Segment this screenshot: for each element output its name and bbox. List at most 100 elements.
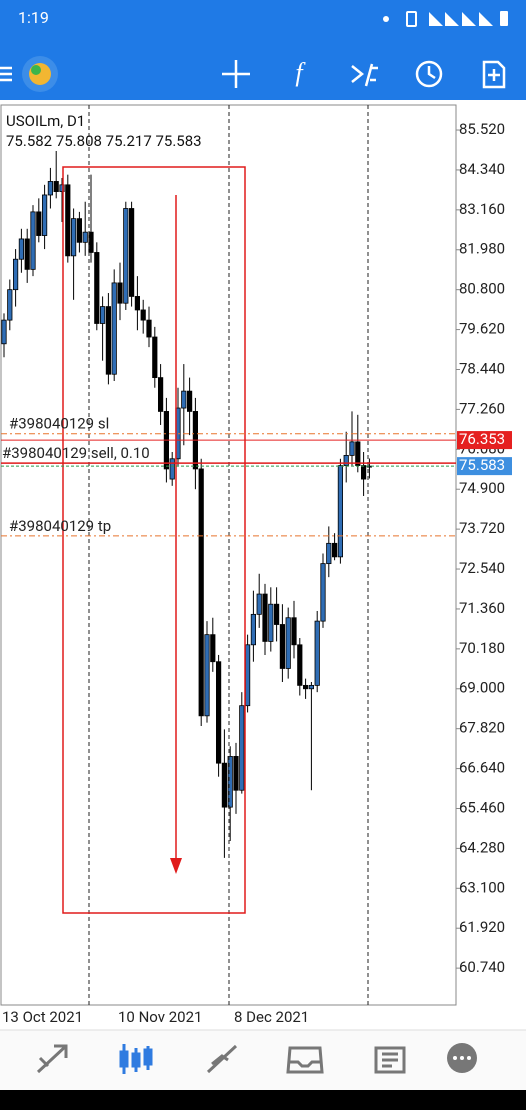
- candle-body: [355, 441, 361, 466]
- candle-body: [256, 593, 262, 615]
- candle-body: [157, 377, 164, 412]
- y-tick-label: 61.920: [459, 918, 505, 936]
- candle-body: [320, 563, 326, 622]
- candle-body: [128, 208, 135, 297]
- candle-body: [314, 620, 320, 686]
- candle-body: [47, 181, 54, 196]
- trade-level-label: #398040129 sl: [9, 415, 109, 433]
- crosshair-button[interactable]: [222, 60, 250, 88]
- candle-body: [337, 465, 344, 558]
- candle-body: [12, 258, 19, 291]
- candle-body: [273, 603, 280, 625]
- candle-body: [227, 756, 233, 808]
- nav-history[interactable]: [286, 1046, 324, 1074]
- candle-body: [186, 390, 193, 412]
- y-tick-label: 66.640: [459, 759, 505, 777]
- y-tick-label: 85.520: [459, 120, 505, 138]
- chart-title: USOILm, D1: [6, 112, 85, 130]
- period-separators: [88, 105, 369, 1005]
- y-tick-label: 60.740: [459, 958, 505, 976]
- objects-button[interactable]: [351, 63, 378, 87]
- candle-body: [1, 319, 7, 345]
- candle-body: [210, 634, 216, 663]
- timeframe-button[interactable]: [415, 60, 443, 88]
- nav-messages[interactable]: [447, 1043, 477, 1073]
- candle-body: [88, 231, 94, 253]
- candle-body: [134, 296, 140, 311]
- candle-body: [152, 336, 158, 379]
- new-order-button[interactable]: [482, 60, 506, 89]
- candle-body: [349, 441, 355, 456]
- x-tick-label: 10 Nov 2021: [118, 1008, 202, 1026]
- candle-body: [94, 252, 100, 324]
- y-tick-label: 83.160: [459, 200, 505, 218]
- candle-body: [59, 184, 65, 192]
- candle-body: [111, 282, 117, 375]
- candle-body: [7, 289, 13, 321]
- candle-body: [326, 542, 332, 565]
- price-tag-label: 75.583: [459, 456, 505, 474]
- trade-level-label: #398040129 tp: [9, 517, 111, 535]
- status-time: 1:19: [18, 8, 49, 27]
- price-tag: [457, 457, 512, 476]
- y-tick-label: 69.000: [459, 679, 505, 697]
- candle-body: [239, 705, 245, 791]
- indicators-button[interactable]: f: [295, 58, 306, 87]
- candle-body: [140, 309, 146, 321]
- candle-body: [100, 306, 106, 324]
- y-tick-label: 79.620: [459, 320, 505, 338]
- y-tick-label: 77.260: [459, 399, 505, 417]
- candle-body: [268, 603, 274, 642]
- y-tick-label: 78.440: [459, 359, 505, 377]
- candle-body: [42, 194, 48, 236]
- candle-body: [262, 593, 268, 642]
- candle-body: [221, 762, 227, 808]
- nav-news[interactable]: [374, 1046, 406, 1074]
- y-tick-label: 71.360: [459, 599, 505, 617]
- menu-button[interactable]: [0, 56, 58, 92]
- candle-body: [250, 613, 256, 646]
- candle-body: [82, 231, 88, 243]
- y-tick-label: 74.900: [459, 479, 505, 497]
- candle-body: [117, 282, 123, 304]
- system-bar: [0, 1090, 526, 1110]
- candle-body: [331, 542, 338, 558]
- price-tag: [457, 431, 512, 450]
- candle-body: [285, 617, 291, 669]
- candle-body: [244, 644, 251, 707]
- arrow-head: [170, 858, 182, 874]
- y-tick-label: 65.460: [459, 798, 505, 816]
- candle-body: [343, 454, 349, 466]
- candle-body: [71, 218, 77, 257]
- candle-body: [76, 218, 82, 243]
- y-tick-label: 70.180: [459, 639, 505, 657]
- x-tick-label: 13 Oct 2021: [2, 1008, 83, 1026]
- candle-body: [105, 306, 111, 375]
- candle-body: [181, 390, 187, 409]
- drawn-rectangle[interactable]: [62, 166, 246, 914]
- candle-body: [360, 465, 367, 480]
- nav-quotes[interactable]: [36, 1044, 68, 1074]
- candle-body: [36, 211, 42, 236]
- trade-level-label: #398040129 sell, 0.10: [2, 444, 150, 462]
- chart-ohlc: 75.582 75.808 75.217 75.583: [6, 132, 202, 150]
- candle-body: [123, 208, 129, 304]
- candle-body: [308, 684, 315, 690]
- candle-body: [146, 319, 152, 338]
- bottom-nav: [0, 1030, 526, 1090]
- candle-body: [53, 181, 59, 192]
- candle-body: [233, 756, 239, 791]
- y-tick-label: 72.540: [459, 559, 505, 577]
- price-tag-label: 76.353: [459, 430, 505, 448]
- y-tick-label: 73.720: [459, 519, 505, 537]
- candle-body: [204, 634, 210, 717]
- candle-body: [297, 644, 303, 686]
- status-icons: [383, 11, 508, 27]
- nav-chart[interactable]: [119, 1044, 153, 1074]
- overlay: 85.520 84.340 83.160 81.980 80.800 79.620 78.4…: [1, 120, 512, 1026]
- candle-body: [291, 617, 297, 646]
- y-tick-label: 80.800: [459, 280, 505, 298]
- nav-trade[interactable]: [206, 1044, 238, 1074]
